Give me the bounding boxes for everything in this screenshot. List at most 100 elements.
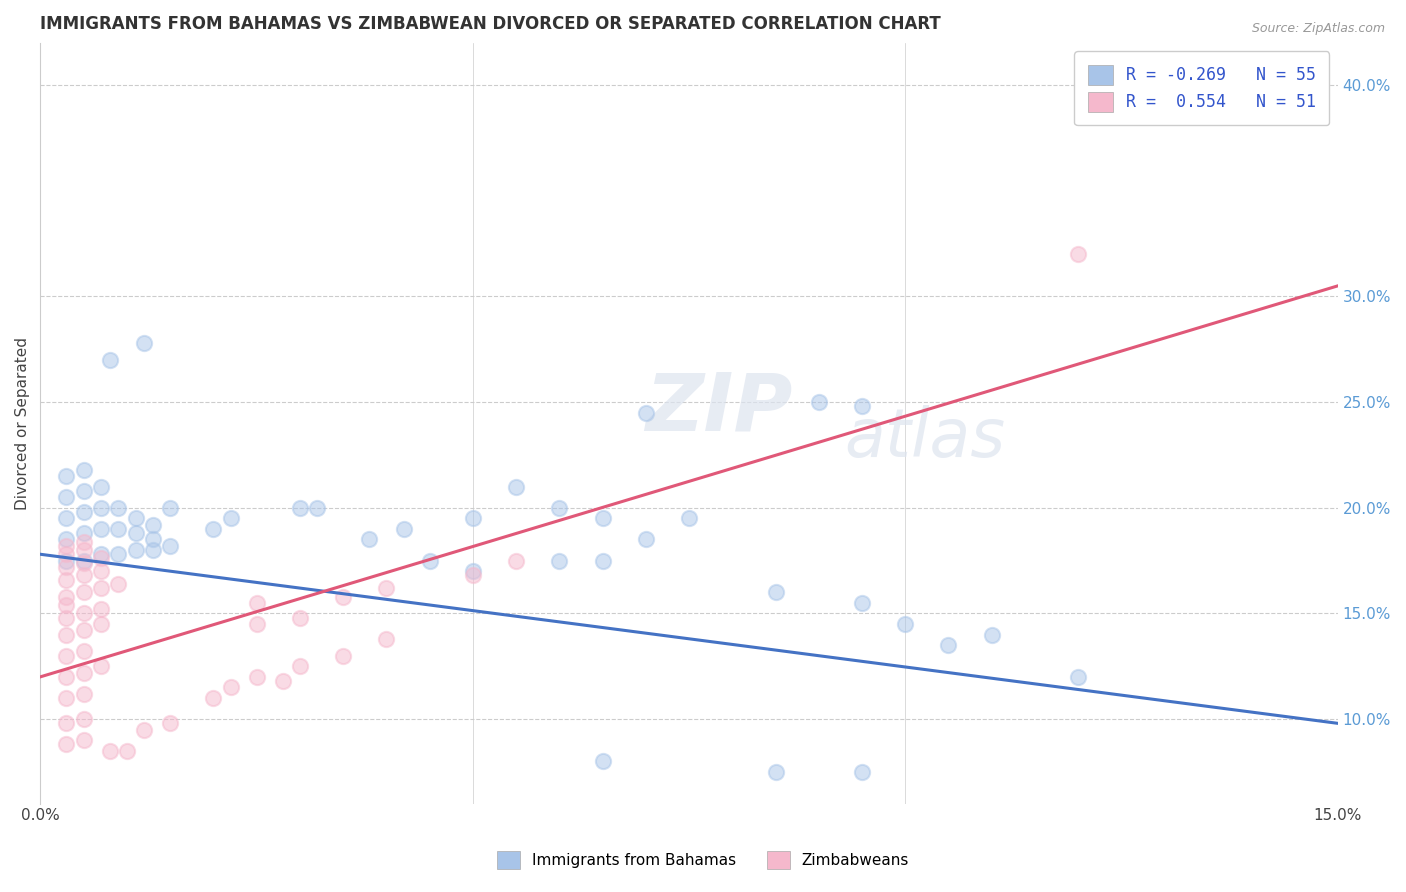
Point [73,553,96,567]
Point [90,564,112,578]
Point [73,585,96,599]
Text: IMMIGRANTS FROM BAHAMAS VS ZIMBABWEAN DIVORCED OR SEPARATED CORRELATION CHART: IMMIGRANTS FROM BAHAMAS VS ZIMBABWEAN DI… [41,15,941,33]
Point [807,395,830,409]
Point [90,659,112,673]
Point [73,644,96,658]
Point [678,511,700,525]
Point [288,610,311,624]
Point [124,543,146,558]
Point [634,406,657,420]
Point [461,564,484,578]
Text: ZIP: ZIP [645,369,793,447]
Point [55,469,77,483]
Point [90,581,112,595]
Point [246,596,269,610]
Legend: Immigrants from Bahamas, Zimbabweans: Immigrants from Bahamas, Zimbabweans [491,845,915,875]
Point [980,627,1002,641]
Point [592,755,614,769]
Point [98,352,121,367]
Point [202,690,225,705]
Point [107,522,129,536]
Point [107,577,129,591]
Point [1067,247,1090,261]
Point [73,483,96,498]
Point [55,627,77,641]
Point [219,681,242,695]
Point [73,624,96,638]
Point [142,533,165,547]
Point [73,556,96,570]
Point [159,716,181,731]
Point [288,500,311,515]
Point [592,553,614,567]
Point [419,553,441,567]
Point [55,738,77,752]
Point [55,670,77,684]
Y-axis label: Divorced or Separated: Divorced or Separated [15,337,30,509]
Point [894,617,917,632]
Point [90,617,112,632]
Point [271,674,294,689]
Point [505,480,527,494]
Point [124,526,146,541]
Point [107,500,129,515]
Point [134,335,156,350]
Point [548,500,571,515]
Point [73,505,96,519]
Point [592,511,614,525]
Point [765,585,787,599]
Point [851,764,873,779]
Point [73,687,96,701]
Point [73,526,96,541]
Point [202,522,225,536]
Point [765,764,787,779]
Point [73,463,96,477]
Point [548,553,571,567]
Point [73,543,96,558]
Point [142,517,165,532]
Point [55,560,77,574]
Point [246,670,269,684]
Point [55,553,77,567]
Point [115,744,138,758]
Point [142,543,165,558]
Point [219,511,242,525]
Point [55,547,77,561]
Point [90,547,112,561]
Text: Source: ZipAtlas.com: Source: ZipAtlas.com [1251,22,1385,36]
Point [73,665,96,680]
Point [55,511,77,525]
Point [55,648,77,663]
Point [634,533,657,547]
Point [55,539,77,553]
Text: atlas: atlas [845,406,1005,472]
Point [938,638,960,652]
Point [55,490,77,504]
Point [392,522,415,536]
Point [246,617,269,632]
Point [55,573,77,587]
Point [55,598,77,612]
Point [461,511,484,525]
Point [73,712,96,726]
Point [90,500,112,515]
Point [90,522,112,536]
Point [375,581,398,595]
Point [90,480,112,494]
Point [73,733,96,747]
Point [55,716,77,731]
Point [159,500,181,515]
Point [1067,670,1090,684]
Point [90,602,112,616]
Point [124,511,146,525]
Point [288,659,311,673]
Point [159,539,181,553]
Point [55,533,77,547]
Point [851,400,873,414]
Point [851,596,873,610]
Point [73,607,96,621]
Point [307,500,329,515]
Point [461,568,484,582]
Point [55,610,77,624]
Point [98,744,121,758]
